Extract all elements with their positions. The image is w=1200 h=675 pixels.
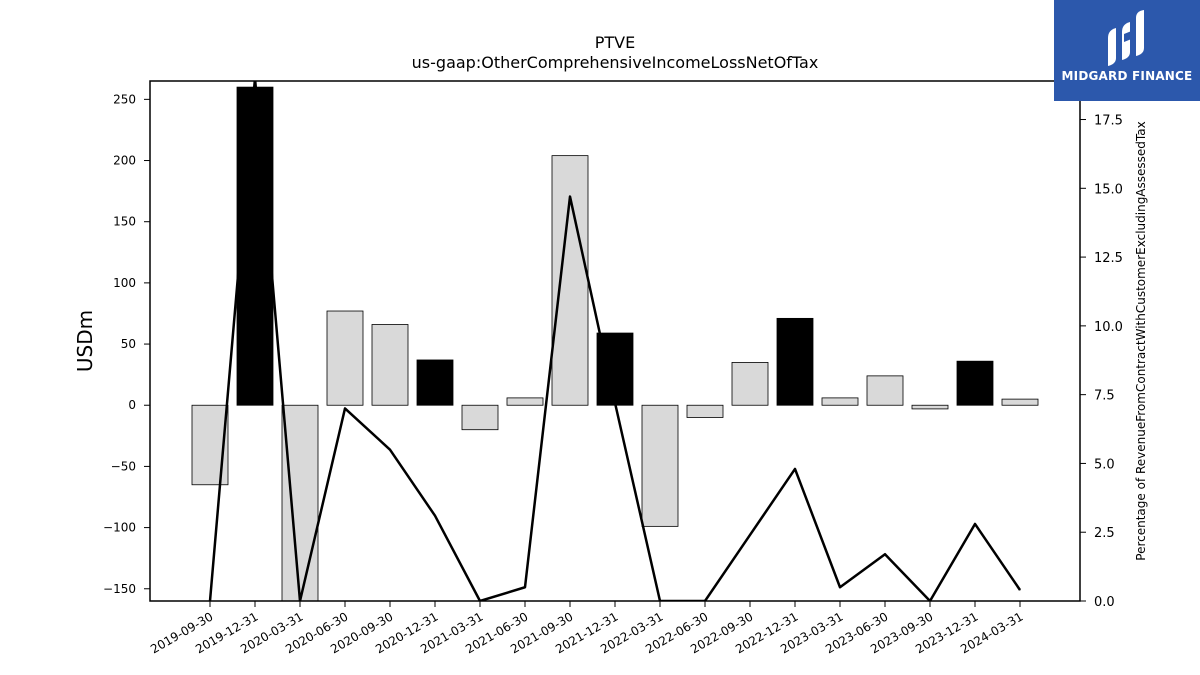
line-point-2024-03-31 (1019, 589, 1021, 591)
y-axis-label-left: USDm (73, 310, 97, 372)
logo-mark-icon (1108, 10, 1144, 66)
y-tick-label-left: 100 (113, 276, 136, 290)
y-tick-label-left: 0 (128, 398, 136, 412)
line-point-2021-06-30 (524, 586, 526, 588)
bar-2022-03-31 (641, 404, 679, 527)
line-point-2021-12-31 (614, 402, 616, 404)
bar-2022-12-31 (776, 317, 814, 406)
line-point-2022-09-30 (749, 534, 751, 536)
bar-2020-06-30 (326, 310, 364, 406)
bar-2021-09-30 (551, 155, 589, 406)
y-tick-label-right: 5.0 (1094, 457, 1115, 472)
y-tick-label-right: 2.5 (1094, 526, 1115, 541)
bar-2019-12-31 (236, 86, 274, 406)
y-tick-label-left: −50 (111, 459, 136, 473)
y-tick-label-left: 250 (113, 92, 136, 106)
bar-2023-12-31 (956, 360, 994, 406)
chart-subtitle: us-gaap:OtherComprehensiveIncomeLossNetO… (412, 53, 819, 72)
line-point-2020-06-30 (344, 407, 346, 409)
y-tick-label-left: 150 (113, 215, 136, 229)
brand-logo: MIDGARD FINANCE (1054, 0, 1200, 101)
y-tick-label-left: 50 (121, 337, 136, 351)
line-point-2022-12-31 (794, 468, 796, 470)
logo-text: MIDGARD FINANCE (1061, 69, 1193, 83)
y-tick-label-right: 10.0 (1094, 320, 1123, 335)
y-tick-label-right: 15.0 (1094, 182, 1123, 197)
line-point-2020-12-31 (434, 515, 436, 517)
y-tick-label-right: 0.0 (1094, 595, 1115, 610)
y-tick-label-right: 12.5 (1094, 251, 1123, 266)
bar-2023-06-30 (866, 375, 904, 406)
line-point-2020-09-30 (389, 449, 391, 451)
bar-2023-09-30 (911, 404, 949, 410)
bar-2020-03-31 (281, 404, 319, 601)
bar-2021-06-30 (506, 397, 544, 406)
line-point-2021-09-30 (569, 196, 571, 198)
chart-title: PTVE (595, 33, 635, 52)
bar-2021-03-31 (461, 404, 499, 431)
line-point-2023-06-30 (884, 553, 886, 555)
y-tick-label-left: −100 (103, 521, 136, 535)
bar-2024-03-31 (1001, 398, 1039, 406)
line-point-2019-12-31 (255, 78, 256, 79)
y-tick-label-left: −150 (103, 582, 136, 596)
bar-2020-12-31 (416, 359, 454, 406)
plot-area: −150 −100 −50 0 50 100 150 200 250 0.0 2.5 5.0 7.5 10… (103, 78, 1123, 656)
bar-2022-06-30 (686, 404, 724, 418)
y-axis-label-right: Percentage of RevenueFromContractWithCus… (1134, 121, 1148, 560)
bar-2022-09-30 (731, 362, 769, 406)
y-tick-label-right: 17.5 (1094, 114, 1123, 129)
y-tick-label-left: 200 (113, 154, 136, 168)
line-point-2023-12-31 (974, 523, 976, 525)
bar-2023-03-31 (821, 397, 859, 406)
y-tick-label-right: 7.5 (1094, 389, 1115, 404)
bar-2020-09-30 (371, 324, 409, 406)
line-point-2023-03-31 (839, 586, 841, 588)
